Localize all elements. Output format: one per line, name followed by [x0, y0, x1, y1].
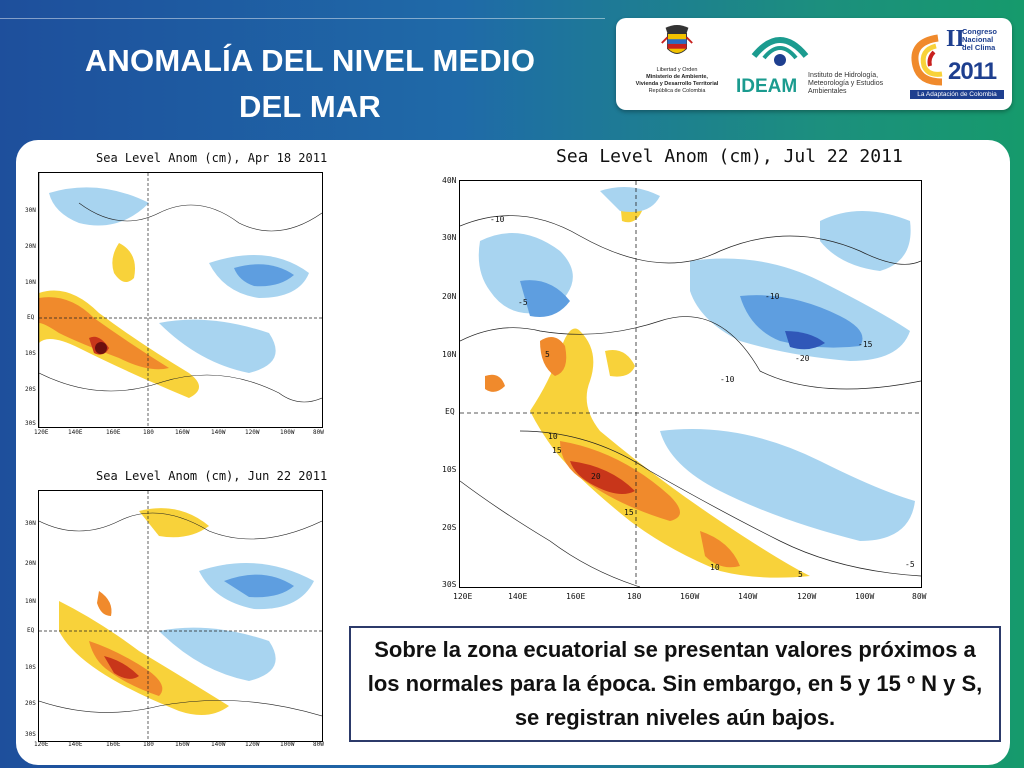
lon-tick: 140W	[211, 741, 226, 748]
lon-tick: 160W	[680, 592, 700, 601]
lat-tick: 10S	[25, 664, 36, 671]
lon-tick: 160W	[175, 741, 190, 748]
contour-label: -5	[905, 560, 915, 569]
lat-tick: 10N	[25, 279, 36, 286]
contour-label: -20	[795, 354, 810, 363]
contour-label: 15	[624, 508, 634, 517]
lat-tick: 20N	[25, 243, 36, 250]
lon-tick: 100W	[855, 592, 875, 601]
ministry-line-1: Libertad y Orden	[656, 67, 698, 73]
lat-tick: 10N	[25, 598, 36, 605]
lon-tick: 80W	[313, 741, 324, 748]
lon-tick: 120E	[34, 741, 49, 748]
lon-tick: 160E	[106, 741, 121, 748]
map-title-jun: Sea Level Anom (cm), Jun 22 2011	[96, 469, 328, 483]
ministry-line-4: República de Colombia	[648, 88, 706, 94]
lon-tick: 180	[143, 429, 154, 436]
ideam-logo: IDEAM Instituto de Hidrología, Meteorolo…	[736, 24, 886, 104]
header-divider	[0, 18, 605, 19]
lat-tick: 30S	[442, 580, 457, 589]
contour-label: 20	[591, 472, 601, 481]
lat-tick: 30N	[442, 233, 457, 242]
summary-callout: Sobre la zona ecuatorial se presentan va…	[349, 626, 1001, 742]
lat-tick: 30S	[25, 420, 36, 427]
lon-tick: 140E	[68, 741, 83, 748]
lon-tick: 160W	[175, 429, 190, 436]
anomaly-contour-map	[460, 181, 921, 587]
contour-label: 5	[798, 570, 803, 579]
congreso-logo: II Congreso Nacional del Clima 2011 La A…	[906, 24, 1006, 104]
lon-tick: 140E	[508, 592, 528, 601]
contour-label: -15	[858, 340, 873, 349]
lon-tick: 160E	[106, 429, 121, 436]
map-title-jul: Sea Level Anom (cm), Jul 22 2011	[556, 146, 903, 167]
lat-tick: 20S	[25, 700, 36, 707]
title-line-2: DEL MAR	[238, 89, 382, 124]
ideam-name: IDEAM	[736, 76, 798, 97]
contour-label: 10	[710, 563, 720, 572]
lon-tick: 180	[627, 592, 642, 601]
lon-tick: 120W	[245, 429, 260, 436]
lat-tick: 20N	[25, 560, 36, 567]
lat-tick: 20S	[442, 523, 457, 532]
lat-tick: 30N	[25, 520, 36, 527]
lon-tick: 80W	[313, 429, 324, 436]
lon-tick: 120W	[797, 592, 817, 601]
contour-label: -5	[518, 298, 528, 307]
title-line-1: ANOMALÍA DEL NIVEL MEDIO	[84, 43, 536, 78]
lon-tick: 140W	[211, 429, 226, 436]
congreso-slogan: La Adaptación de Colombia	[910, 90, 1004, 99]
lon-tick: 100W	[280, 429, 295, 436]
lon-tick: 120W	[245, 741, 260, 748]
lat-tick: 30N	[25, 207, 36, 214]
ministry-logo: Libertad y Orden Ministerio de Ambiente,…	[628, 24, 726, 104]
sea-level-map-apr	[38, 172, 323, 428]
summary-text: Sobre la zona ecuatorial se presentan va…	[367, 637, 983, 730]
ministry-line-2: Ministerio de Ambiente,	[646, 74, 708, 80]
contour-label: 5	[545, 350, 550, 359]
lon-tick: 140W	[738, 592, 758, 601]
ideam-eye-icon	[751, 37, 809, 66]
lat-tick: 10N	[442, 350, 457, 359]
contour-label: -10	[720, 375, 735, 384]
lat-tick: 20N	[442, 292, 457, 301]
logo-panel: Libertad y Orden Ministerio de Ambiente,…	[616, 18, 1012, 110]
lat-tick: 30S	[25, 731, 36, 738]
congreso-text: Congreso Nacional del Clima	[962, 27, 998, 52]
lon-tick: 80W	[912, 592, 927, 601]
ideam-description: Instituto de Hidrología, Meteorología y …	[808, 72, 884, 95]
lon-tick: 140E	[68, 429, 83, 436]
lon-tick: 160E	[566, 592, 586, 601]
lat-tick: EQ	[27, 627, 35, 634]
contour-label: -10	[765, 292, 780, 301]
sea-level-map-jul	[459, 180, 922, 588]
lon-tick: 120E	[34, 429, 49, 436]
lon-tick: 120E	[453, 592, 473, 601]
anomaly-contour-map	[39, 491, 322, 741]
congreso-year: 2011	[948, 58, 997, 85]
map-title-apr: Sea Level Anom (cm), Apr 18 2011	[96, 151, 328, 165]
lat-tick: 20S	[25, 386, 36, 393]
congreso-swirl-icon	[911, 34, 943, 86]
contour-label: 10	[548, 432, 558, 441]
sea-level-map-jun	[38, 490, 323, 742]
congreso-number: II	[946, 26, 965, 52]
lon-tick: 100W	[280, 741, 295, 748]
contour-label: 15	[552, 446, 562, 455]
lon-tick: 180	[143, 741, 154, 748]
colombia-coat-of-arms-icon	[661, 24, 693, 54]
ministry-line-3: Vivienda y Desarrollo Territorial	[635, 81, 719, 87]
lat-tick: 10S	[442, 465, 457, 474]
lat-tick: 40N	[442, 176, 457, 185]
anomaly-contour-map	[39, 173, 322, 427]
slide-title: ANOMALÍA DEL NIVEL MEDIO DEL MAR	[40, 38, 580, 130]
lat-tick: EQ	[27, 314, 35, 321]
lat-tick: 10S	[25, 350, 36, 357]
contour-label: -10	[490, 215, 505, 224]
lat-tick: EQ	[445, 407, 455, 416]
